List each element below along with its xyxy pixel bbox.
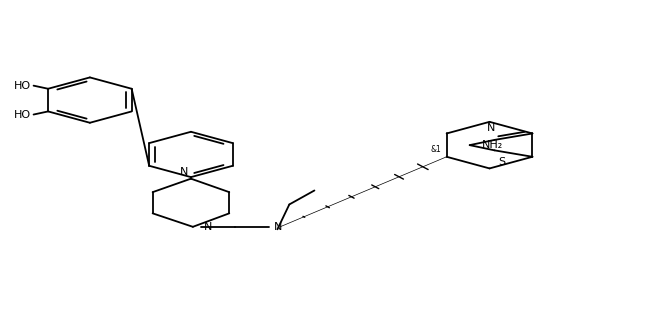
Text: HO: HO: [14, 80, 31, 91]
Text: N: N: [180, 167, 188, 177]
Text: N: N: [273, 222, 282, 232]
Text: N: N: [203, 222, 212, 232]
Text: HO: HO: [14, 110, 31, 119]
Text: &1: &1: [430, 145, 442, 154]
Text: N: N: [487, 123, 495, 133]
Text: S: S: [498, 157, 506, 167]
Text: NH₂: NH₂: [481, 139, 503, 149]
